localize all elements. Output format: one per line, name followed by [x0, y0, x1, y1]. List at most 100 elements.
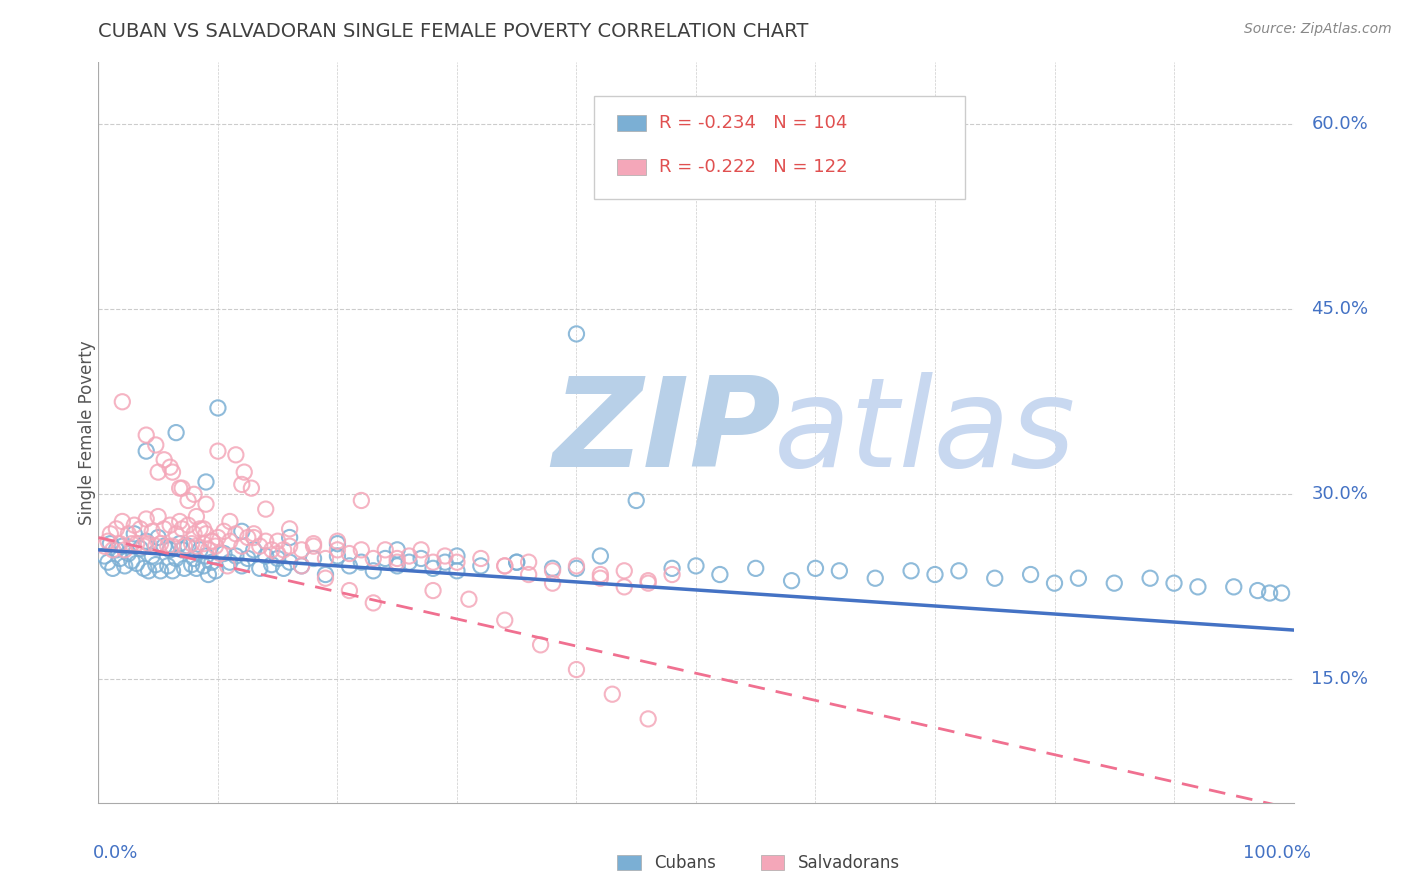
Point — [231, 524, 253, 539]
Point — [565, 561, 588, 575]
Point — [385, 558, 409, 573]
Point — [148, 531, 170, 545]
Point — [302, 539, 325, 553]
Point — [231, 539, 253, 553]
Point — [1223, 580, 1246, 594]
Point — [315, 567, 337, 582]
Point — [637, 574, 659, 588]
Point — [865, 571, 887, 585]
Point — [145, 558, 167, 572]
Point — [302, 551, 325, 566]
Point — [114, 542, 136, 557]
Point — [207, 444, 229, 458]
Point — [141, 549, 163, 563]
Point — [212, 547, 235, 561]
Point — [124, 526, 146, 541]
Point — [197, 567, 219, 582]
Point — [159, 542, 181, 557]
Point — [236, 531, 259, 545]
Point — [180, 536, 202, 550]
Point — [278, 555, 301, 569]
Point — [165, 526, 187, 541]
Point — [201, 534, 224, 549]
Point — [494, 558, 516, 573]
Point — [204, 564, 226, 578]
Point — [1043, 576, 1066, 591]
Point — [97, 555, 120, 569]
Point — [141, 524, 163, 539]
Point — [613, 564, 636, 578]
Point — [422, 555, 444, 569]
Point — [804, 561, 827, 575]
Point — [278, 539, 301, 553]
Text: 0.0%: 0.0% — [93, 844, 138, 862]
Point — [183, 526, 205, 541]
Point — [135, 444, 157, 458]
Point — [267, 551, 290, 566]
Point — [385, 551, 409, 566]
Point — [350, 493, 373, 508]
Text: ZIP: ZIP — [553, 372, 782, 493]
Point — [114, 558, 136, 573]
Point — [350, 555, 373, 569]
Point — [193, 522, 215, 536]
Point — [108, 536, 131, 550]
Point — [212, 524, 235, 539]
Point — [1247, 583, 1270, 598]
Point — [183, 551, 205, 566]
Point — [637, 576, 659, 591]
Point — [219, 515, 242, 529]
Point — [243, 542, 266, 557]
Point — [984, 571, 1007, 585]
Point — [111, 394, 134, 409]
Point — [470, 551, 492, 566]
Point — [398, 555, 420, 569]
Point — [156, 539, 179, 553]
Point — [494, 613, 516, 627]
Point — [219, 555, 242, 569]
Point — [145, 438, 167, 452]
Point — [661, 561, 683, 575]
Point — [446, 555, 468, 569]
Point — [193, 558, 215, 573]
Point — [108, 551, 131, 566]
Point — [900, 564, 922, 578]
Point — [101, 542, 124, 557]
Point — [434, 549, 457, 563]
Point — [188, 542, 211, 557]
Point — [446, 564, 468, 578]
Point — [589, 571, 612, 585]
Text: Cubans: Cubans — [654, 854, 716, 871]
Point — [98, 526, 122, 541]
Point — [626, 493, 648, 508]
Point — [132, 561, 155, 575]
Point — [169, 515, 191, 529]
Point — [236, 551, 259, 566]
Point — [195, 526, 218, 541]
Point — [225, 526, 247, 541]
Point — [1067, 571, 1090, 585]
Point — [145, 539, 167, 553]
Point — [148, 465, 170, 479]
Point — [204, 539, 226, 553]
Point — [260, 558, 283, 572]
Point — [828, 564, 851, 578]
Point — [530, 638, 553, 652]
Point — [254, 549, 277, 563]
Point — [138, 536, 160, 550]
Point — [162, 564, 184, 578]
Text: 15.0%: 15.0% — [1312, 671, 1368, 689]
Point — [374, 551, 396, 566]
FancyBboxPatch shape — [595, 95, 965, 200]
Point — [195, 475, 218, 489]
Point — [291, 558, 314, 573]
Point — [117, 526, 139, 541]
Point — [411, 542, 433, 557]
Point — [195, 497, 218, 511]
Point — [1187, 580, 1209, 594]
Point — [398, 549, 420, 563]
Point — [422, 561, 444, 575]
Point — [339, 547, 361, 561]
Point — [363, 564, 385, 578]
Point — [233, 465, 256, 479]
